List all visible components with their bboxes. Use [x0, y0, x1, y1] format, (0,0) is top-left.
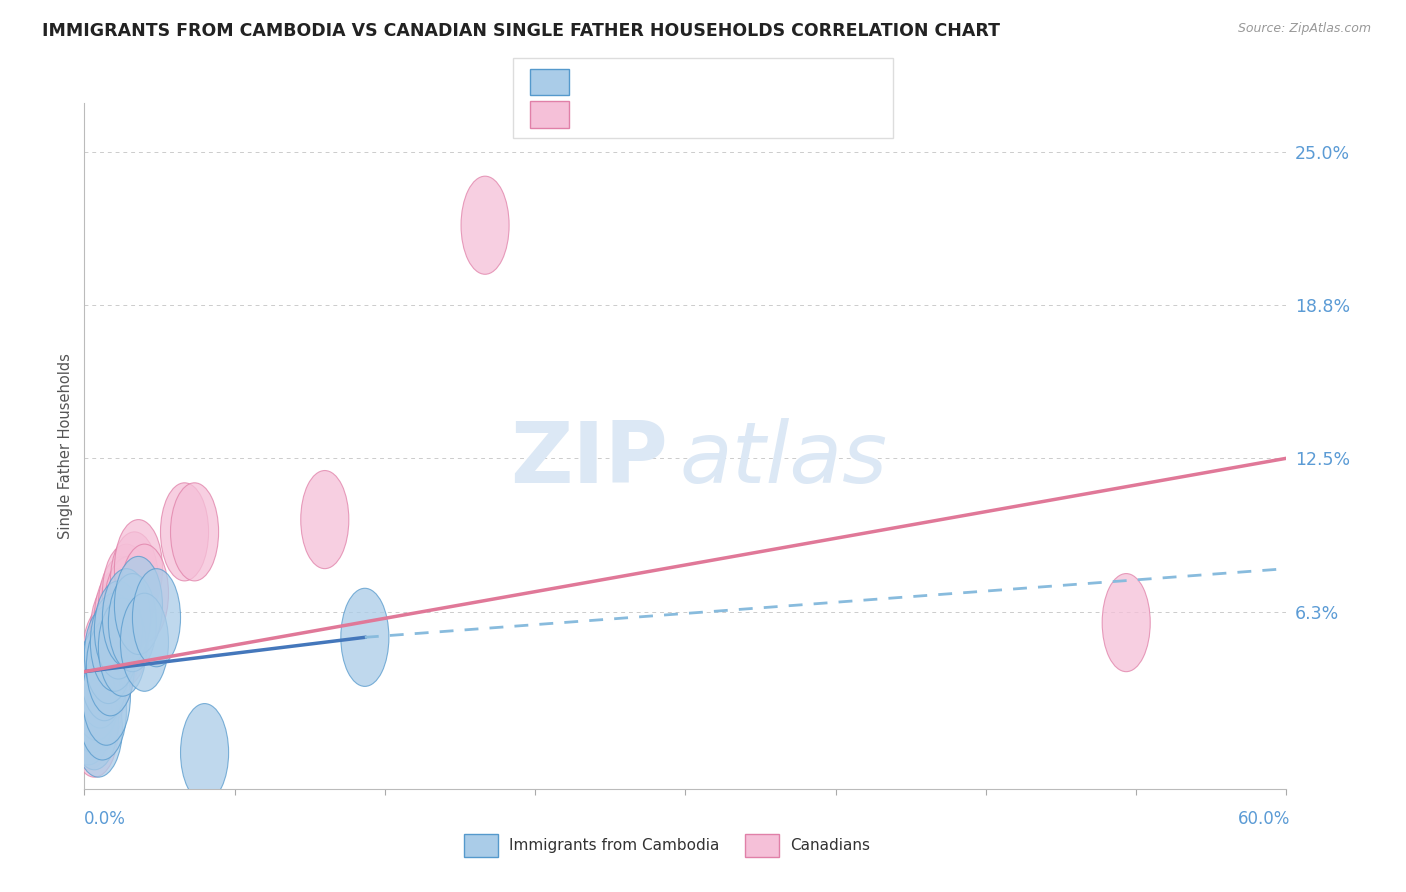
- Text: 28: 28: [738, 107, 761, 121]
- Text: N =: N =: [686, 75, 733, 89]
- Text: 21: 21: [738, 75, 761, 89]
- Text: IMMIGRANTS FROM CAMBODIA VS CANADIAN SINGLE FATHER HOUSEHOLDS CORRELATION CHART: IMMIGRANTS FROM CAMBODIA VS CANADIAN SIN…: [42, 22, 1000, 40]
- Text: 0.121: 0.121: [630, 75, 681, 89]
- Text: ZIP: ZIP: [509, 418, 668, 501]
- Text: 0.322: 0.322: [630, 107, 681, 121]
- Text: atlas: atlas: [679, 418, 887, 501]
- Text: R =: R =: [583, 75, 619, 89]
- Text: 0.0%: 0.0%: [84, 810, 127, 828]
- Text: Canadians: Canadians: [790, 838, 870, 853]
- Y-axis label: Single Father Households: Single Father Households: [58, 353, 73, 539]
- Text: R =: R =: [583, 107, 619, 121]
- Text: 60.0%: 60.0%: [1239, 810, 1291, 828]
- Text: N =: N =: [686, 107, 733, 121]
- Text: Immigrants from Cambodia: Immigrants from Cambodia: [509, 838, 720, 853]
- Text: Source: ZipAtlas.com: Source: ZipAtlas.com: [1237, 22, 1371, 36]
